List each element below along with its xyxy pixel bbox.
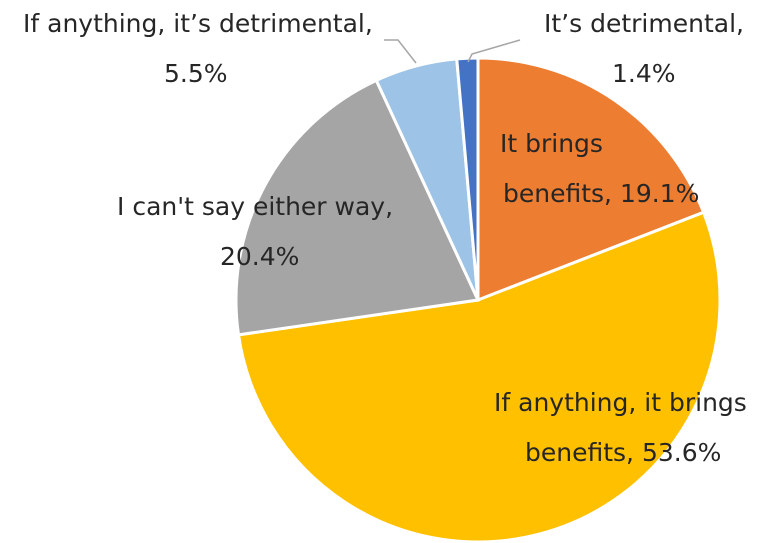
pie-slice-3 (234, 78, 481, 337)
data-labels: It brings benefits, 19.1% If anything, i… (23, 9, 755, 467)
label-cant-say: I can't say either way, 20.4% (117, 192, 401, 271)
label-somewhat-detrimental: If anything, it’s detrimental, 5.5% (23, 9, 381, 88)
leader-lines (384, 39, 521, 64)
label-brings-benefits: It brings benefits, 19.1% (500, 129, 699, 208)
pie-slice-5 (455, 56, 480, 301)
pie-slice-2 (236, 210, 722, 543)
leader-line-detrimental (467, 39, 521, 63)
pie-slices (234, 56, 722, 543)
pie-slice-1 (476, 56, 706, 303)
leader-line-detrimental-somewhat (384, 39, 417, 64)
label-detrimental: It’s detrimental, 1.4% (544, 9, 752, 88)
label-somewhat-brings-benefits: If anything, it brings benefits, 53.6% (494, 388, 755, 467)
